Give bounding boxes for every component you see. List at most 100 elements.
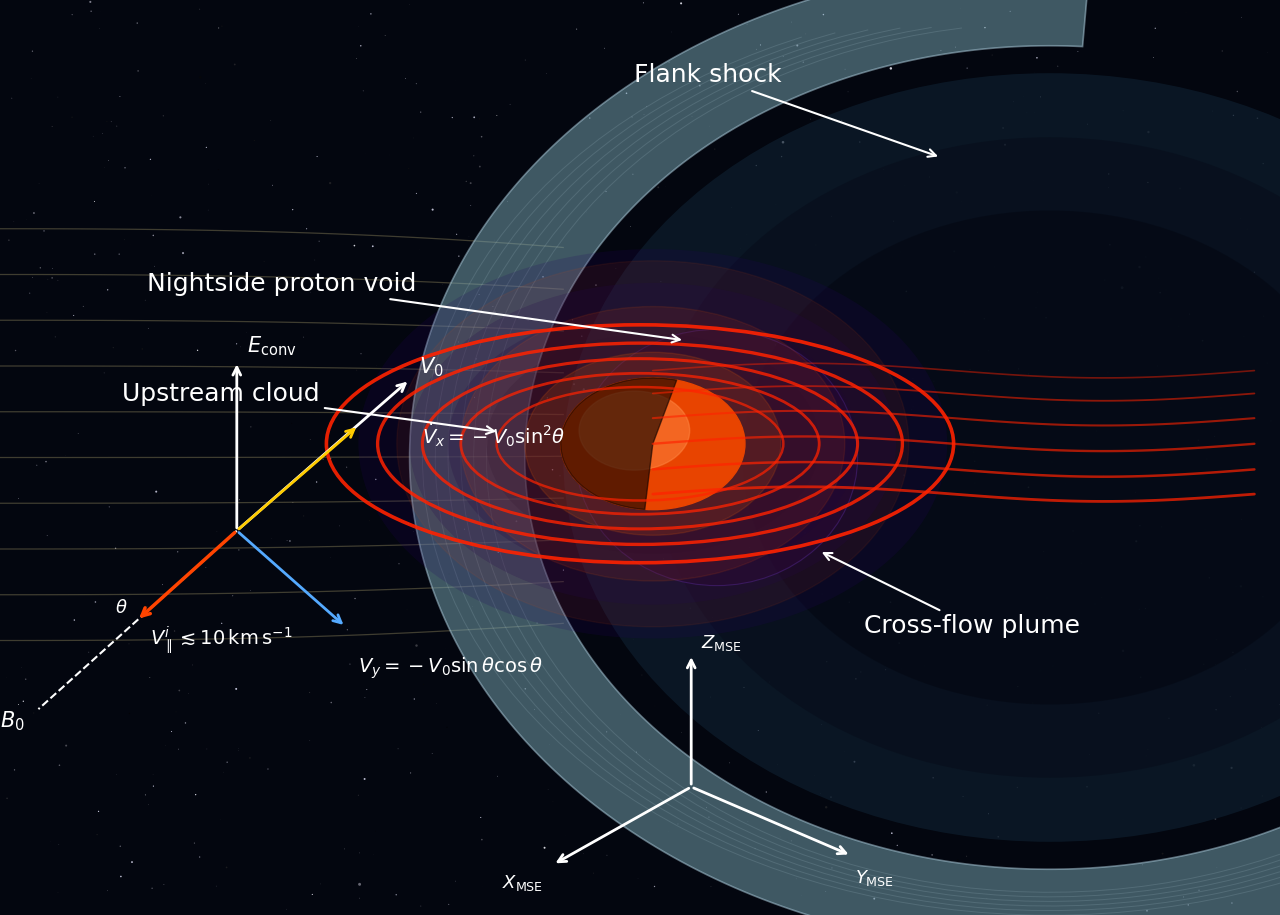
Point: [1023, 173, 1043, 188]
Point: [1257, 356, 1277, 371]
Point: [984, 260, 1005, 274]
Point: [492, 549, 512, 564]
Point: [1027, 50, 1047, 65]
Point: [748, 723, 768, 737]
Point: [1236, 221, 1257, 236]
Point: [20, 71, 41, 86]
Point: [461, 198, 481, 212]
Point: [803, 694, 823, 709]
Point: [756, 785, 777, 800]
Point: [1092, 590, 1112, 605]
Point: [666, 328, 686, 342]
Point: [1138, 742, 1158, 757]
Point: [1206, 703, 1226, 717]
Point: [1129, 260, 1149, 274]
Point: [1011, 363, 1032, 378]
Point: [1135, 601, 1156, 616]
Point: [477, 770, 498, 784]
Point: [1212, 44, 1233, 59]
Point: [241, 420, 261, 435]
Point: [1042, 455, 1062, 469]
Point: [84, 247, 105, 262]
Point: [154, 877, 174, 892]
Point: [302, 888, 323, 902]
Point: [1071, 556, 1092, 571]
Point: [361, 6, 381, 21]
Point: [224, 57, 244, 71]
Point: [654, 70, 675, 85]
Point: [590, 323, 611, 338]
Point: [29, 177, 50, 191]
Point: [448, 249, 468, 264]
Point: [820, 790, 841, 804]
Point: [1235, 662, 1256, 676]
Point: [308, 234, 329, 249]
Point: [596, 725, 617, 739]
Point: [458, 230, 479, 244]
Point: [676, 885, 696, 899]
Point: [694, 404, 714, 418]
Point: [817, 654, 837, 669]
Point: [685, 510, 705, 524]
Point: [1023, 695, 1043, 710]
Point: [236, 326, 256, 340]
Point: [700, 690, 721, 705]
Text: $Z_\mathrm{MSE}$: $Z_\mathrm{MSE}$: [701, 633, 742, 652]
Point: [366, 358, 387, 372]
Point: [824, 337, 845, 351]
Point: [840, 595, 860, 609]
Point: [209, 21, 229, 36]
Point: [84, 194, 105, 209]
Point: [1079, 748, 1100, 762]
Point: [924, 374, 945, 389]
Point: [1188, 433, 1208, 447]
Point: [1153, 447, 1174, 462]
Point: [659, 413, 680, 427]
Point: [644, 879, 664, 894]
Point: [37, 305, 58, 319]
Point: [634, 144, 654, 158]
Text: $E_\mathrm{conv}$: $E_\mathrm{conv}$: [247, 334, 297, 358]
Point: [230, 339, 251, 354]
Point: [406, 639, 426, 653]
Point: [133, 501, 154, 515]
Point: [110, 89, 131, 103]
Point: [1062, 523, 1083, 538]
Point: [380, 549, 401, 564]
Point: [210, 812, 230, 826]
Point: [49, 837, 69, 852]
Point: [1207, 860, 1228, 875]
Point: [88, 804, 109, 819]
Point: [815, 800, 836, 814]
Point: [741, 506, 762, 521]
Point: [957, 60, 978, 75]
Point: [586, 278, 607, 293]
Point: [279, 533, 300, 548]
Point: [81, 4, 101, 18]
Point: [320, 451, 340, 466]
Point: [765, 522, 786, 537]
Point: [1125, 485, 1146, 500]
Point: [406, 77, 426, 92]
Point: [858, 566, 878, 581]
Point: [771, 830, 791, 845]
Point: [1244, 265, 1265, 280]
Point: [1222, 872, 1243, 887]
Point: [138, 797, 159, 812]
Point: [919, 0, 940, 10]
Point: [375, 28, 396, 43]
Point: [42, 271, 63, 285]
Point: [456, 174, 476, 188]
Point: [1028, 285, 1048, 300]
Point: [23, 705, 44, 720]
Point: [1021, 833, 1042, 847]
Point: [810, 786, 831, 801]
Point: [865, 506, 886, 521]
Point: [404, 692, 425, 706]
Point: [1112, 103, 1133, 118]
Point: [389, 556, 410, 571]
Point: [765, 338, 786, 352]
Point: [403, 524, 424, 539]
Point: [993, 121, 1014, 135]
Point: [621, 426, 641, 441]
